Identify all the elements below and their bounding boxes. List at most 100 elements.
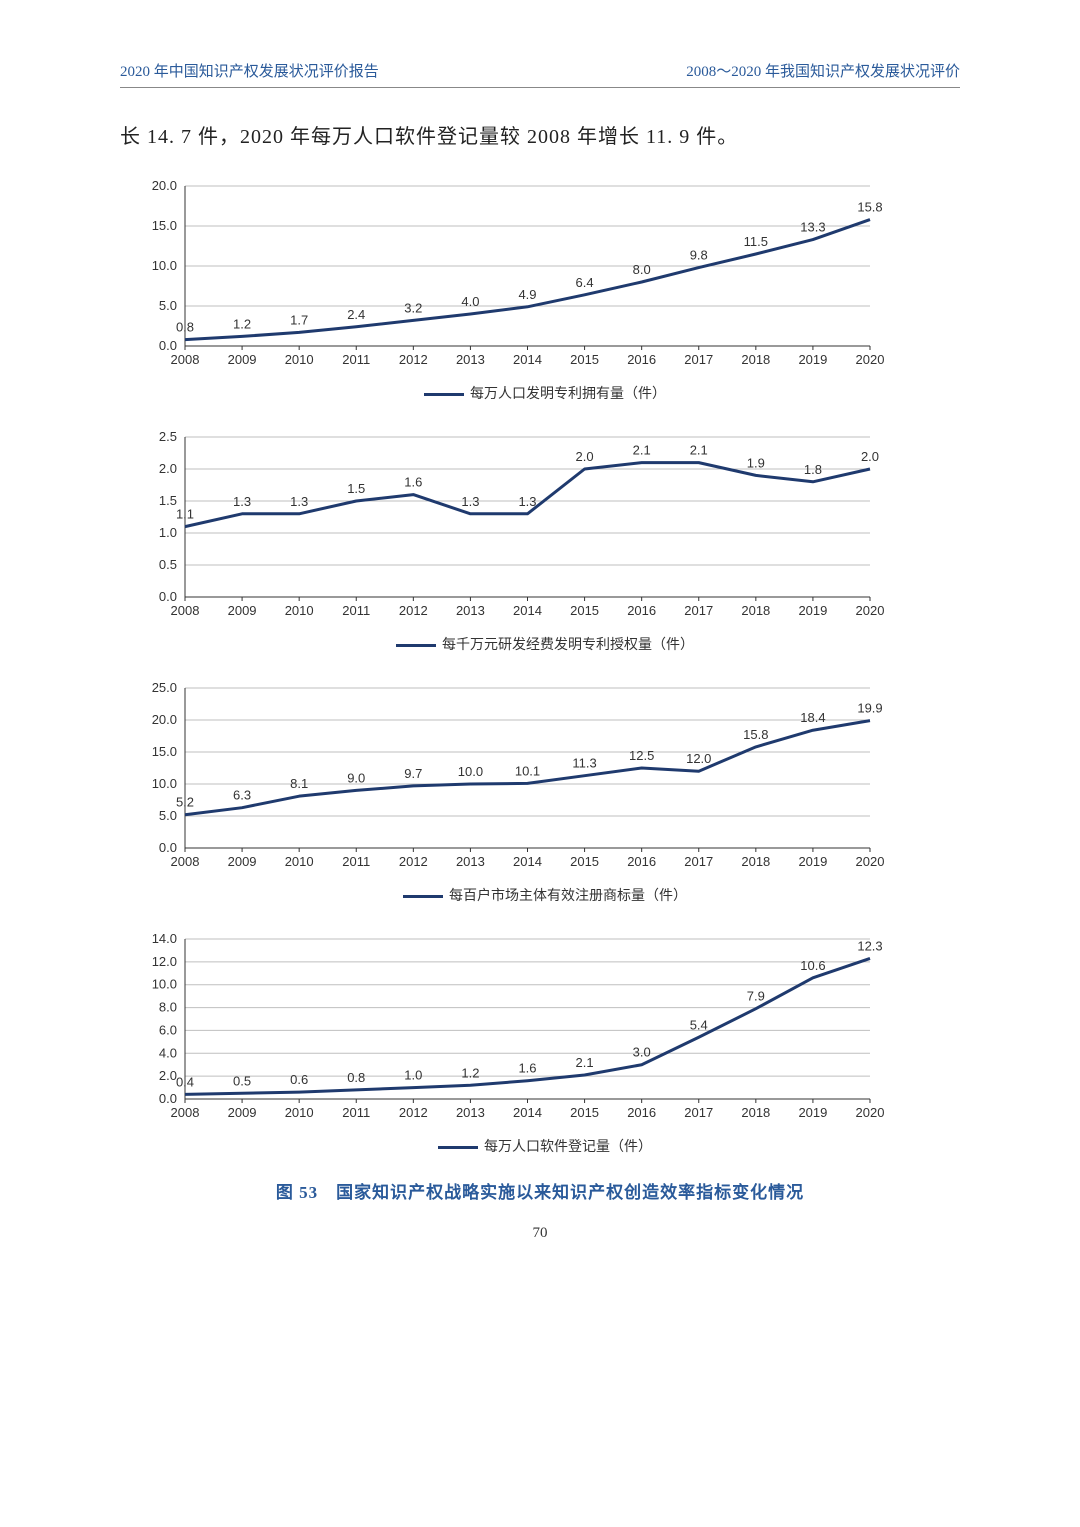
svg-text:20.0: 20.0 <box>152 178 177 193</box>
svg-text:2020: 2020 <box>856 352 885 367</box>
svg-text:15.0: 15.0 <box>152 744 177 759</box>
svg-text:3.2: 3.2 <box>404 300 422 315</box>
svg-text:10.0: 10.0 <box>458 764 483 779</box>
svg-text:3.0: 3.0 <box>633 1045 651 1060</box>
figure-caption: 图 53 国家知识产权战略实施以来知识产权创造效率指标变化情况 <box>120 1178 960 1203</box>
svg-text:2014: 2014 <box>513 352 542 367</box>
svg-text:1.3: 1.3 <box>233 494 251 509</box>
svg-text:2020: 2020 <box>856 603 885 618</box>
svg-text:12.0: 12.0 <box>686 751 711 766</box>
svg-text:12.3: 12.3 <box>857 938 882 953</box>
svg-text:2.5: 2.5 <box>159 429 177 444</box>
svg-text:14.0: 14.0 <box>152 931 177 946</box>
svg-text:0.8: 0.8 <box>176 320 194 335</box>
svg-text:9.7: 9.7 <box>404 766 422 781</box>
svg-text:2.1: 2.1 <box>690 443 708 458</box>
svg-text:15.8: 15.8 <box>743 727 768 742</box>
svg-text:25.0: 25.0 <box>152 680 177 695</box>
svg-text:2014: 2014 <box>513 854 542 869</box>
svg-text:0.0: 0.0 <box>159 338 177 353</box>
svg-text:4.0: 4.0 <box>159 1045 177 1060</box>
chart-2: 0.00.51.01.52.02.52008200920102011201220… <box>130 425 960 654</box>
chart-3-legend: 每百户市场主体有效注册商标量（件） <box>130 885 960 905</box>
chart-4-svg: 0.02.04.06.08.010.012.014.02008200920102… <box>130 927 960 1132</box>
legend-swatch-icon <box>424 393 464 396</box>
svg-text:1.3: 1.3 <box>518 494 536 509</box>
svg-text:10.1: 10.1 <box>515 763 540 778</box>
svg-text:2.0: 2.0 <box>159 461 177 476</box>
svg-text:1.8: 1.8 <box>804 462 822 477</box>
svg-text:2.0: 2.0 <box>861 449 879 464</box>
svg-text:2019: 2019 <box>798 854 827 869</box>
svg-text:19.9: 19.9 <box>857 701 882 716</box>
svg-text:10.0: 10.0 <box>152 776 177 791</box>
svg-text:2016: 2016 <box>627 1105 656 1120</box>
svg-text:0.4: 0.4 <box>176 1074 194 1089</box>
svg-text:2018: 2018 <box>741 352 770 367</box>
svg-text:10.6: 10.6 <box>800 958 825 973</box>
svg-text:1.0: 1.0 <box>159 525 177 540</box>
body-text: 长 14. 7 件，2020 年每万人口软件登记量较 2008 年增长 11. … <box>120 118 960 156</box>
svg-text:2019: 2019 <box>798 603 827 618</box>
svg-text:2014: 2014 <box>513 1105 542 1120</box>
svg-text:0.5: 0.5 <box>233 1073 251 1088</box>
svg-text:9.0: 9.0 <box>347 770 365 785</box>
svg-text:2.1: 2.1 <box>633 443 651 458</box>
chart-2-legend: 每千万元研发经费发明专利授权量（件） <box>130 634 960 654</box>
svg-text:2016: 2016 <box>627 603 656 618</box>
svg-text:2.4: 2.4 <box>347 307 365 322</box>
svg-text:2015: 2015 <box>570 1105 599 1120</box>
legend-swatch-icon <box>403 895 443 898</box>
svg-text:2009: 2009 <box>228 1105 257 1120</box>
svg-text:10.0: 10.0 <box>152 258 177 273</box>
svg-text:2009: 2009 <box>228 854 257 869</box>
svg-text:2015: 2015 <box>570 854 599 869</box>
charts-container: 0.0 5.0 10.0 15.0 20.0 2008 2009 2010 2011 2012 20… <box>120 174 960 1156</box>
svg-text:2008: 2008 <box>171 854 200 869</box>
chart-1-svg: 0.05.010.015.020.02008200920102011201220… <box>130 174 960 379</box>
chart-4: 0.02.04.06.08.010.012.014.02008200920102… <box>130 927 960 1156</box>
svg-text:1.6: 1.6 <box>518 1061 536 1076</box>
svg-text:2011: 2011 <box>342 1105 370 1120</box>
chart-3-svg: 0.05.010.015.020.025.0200820092010201120… <box>130 676 960 881</box>
svg-text:2019: 2019 <box>798 1105 827 1120</box>
header-left: 2020 年中国知识产权发展状况评价报告 <box>120 60 379 81</box>
svg-text:5.0: 5.0 <box>159 808 177 823</box>
svg-text:2011: 2011 <box>342 603 370 618</box>
svg-text:2008: 2008 <box>171 1105 200 1120</box>
svg-text:2018: 2018 <box>741 854 770 869</box>
chart-4-legend: 每万人口软件登记量（件） <box>130 1136 960 1156</box>
svg-text:2020: 2020 <box>856 854 885 869</box>
chart-1: 0.05.010.015.020.02008200920102011201220… <box>130 174 960 403</box>
svg-text:2019: 2019 <box>798 352 827 367</box>
svg-text:2009: 2009 <box>228 603 257 618</box>
svg-text:1.3: 1.3 <box>290 494 308 509</box>
svg-text:12.5: 12.5 <box>629 748 654 763</box>
svg-text:6.3: 6.3 <box>233 788 251 803</box>
svg-text:2013: 2013 <box>456 352 485 367</box>
svg-text:2016: 2016 <box>627 854 656 869</box>
svg-text:2017: 2017 <box>684 352 713 367</box>
chart-3-legend-text: 每百户市场主体有效注册商标量（件） <box>449 889 687 904</box>
svg-text:6.4: 6.4 <box>576 275 594 290</box>
svg-text:0.8: 0.8 <box>347 1070 365 1085</box>
page-header: 2020 年中国知识产权发展状况评价报告 2008～2020 年我国知识产权发展… <box>120 60 960 88</box>
svg-text:2.0: 2.0 <box>159 1068 177 1083</box>
legend-swatch-icon <box>438 1146 478 1149</box>
svg-text:2010: 2010 <box>285 603 314 618</box>
svg-text:1.3: 1.3 <box>461 494 479 509</box>
svg-text:2012: 2012 <box>399 603 428 618</box>
svg-text:4.0: 4.0 <box>461 294 479 309</box>
svg-text:2018: 2018 <box>741 603 770 618</box>
svg-text:0.0: 0.0 <box>159 1091 177 1106</box>
svg-text:2015: 2015 <box>570 603 599 618</box>
svg-text:8.0: 8.0 <box>159 1000 177 1015</box>
svg-text:2010: 2010 <box>285 352 314 367</box>
svg-text:2017: 2017 <box>684 854 713 869</box>
svg-text:2016: 2016 <box>627 352 656 367</box>
svg-text:2010: 2010 <box>285 854 314 869</box>
svg-text:2008: 2008 <box>171 603 200 618</box>
svg-text:4.9: 4.9 <box>518 287 536 302</box>
svg-text:7.9: 7.9 <box>747 989 765 1004</box>
svg-text:2008: 2008 <box>171 352 200 367</box>
